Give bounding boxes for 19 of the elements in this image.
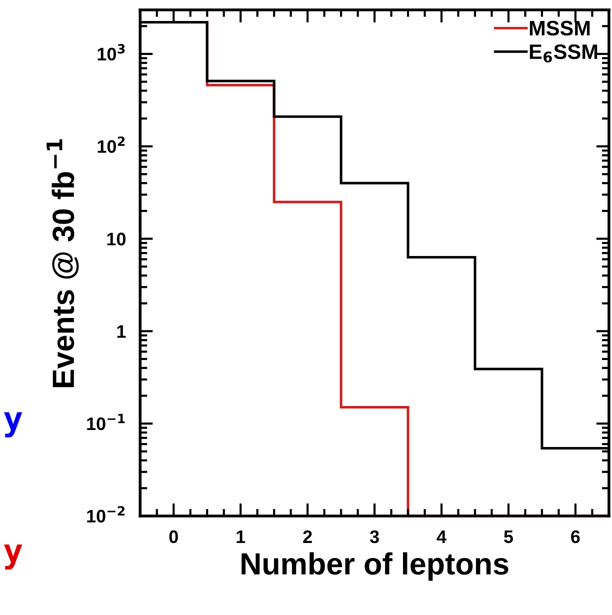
y-tick-label: 1: [117, 325, 126, 338]
y-tick-label: 10$^{−1}$: [87, 414, 125, 430]
legend-label: MSSM: [530, 20, 590, 36]
legend-label: E$_{6}$SSM: [530, 44, 598, 63]
y-axis-title: Events @ 30 fb$^{−1}$: [46, 139, 79, 388]
x-tick-label: 5: [504, 530, 514, 544]
x-tick-label: 0: [169, 530, 178, 544]
x-tick-label: 4: [436, 530, 446, 543]
y-tick-label: 10$^{2}$: [98, 136, 125, 153]
x-tick-label: 1: [236, 530, 246, 543]
x-tick-label: 3: [370, 530, 379, 544]
y-tick-label: 10: [107, 232, 126, 246]
y-tick-label: 10$^{3}$: [98, 44, 125, 61]
x-axis-title: Number of leptons: [242, 552, 508, 581]
text: y: [4, 412, 22, 438]
x-tick-label: 2: [303, 530, 312, 543]
x-tick-label: 6: [571, 530, 580, 544]
y-tick-label: 10$^{−2}$: [87, 506, 125, 523]
text: y: [4, 544, 22, 570]
